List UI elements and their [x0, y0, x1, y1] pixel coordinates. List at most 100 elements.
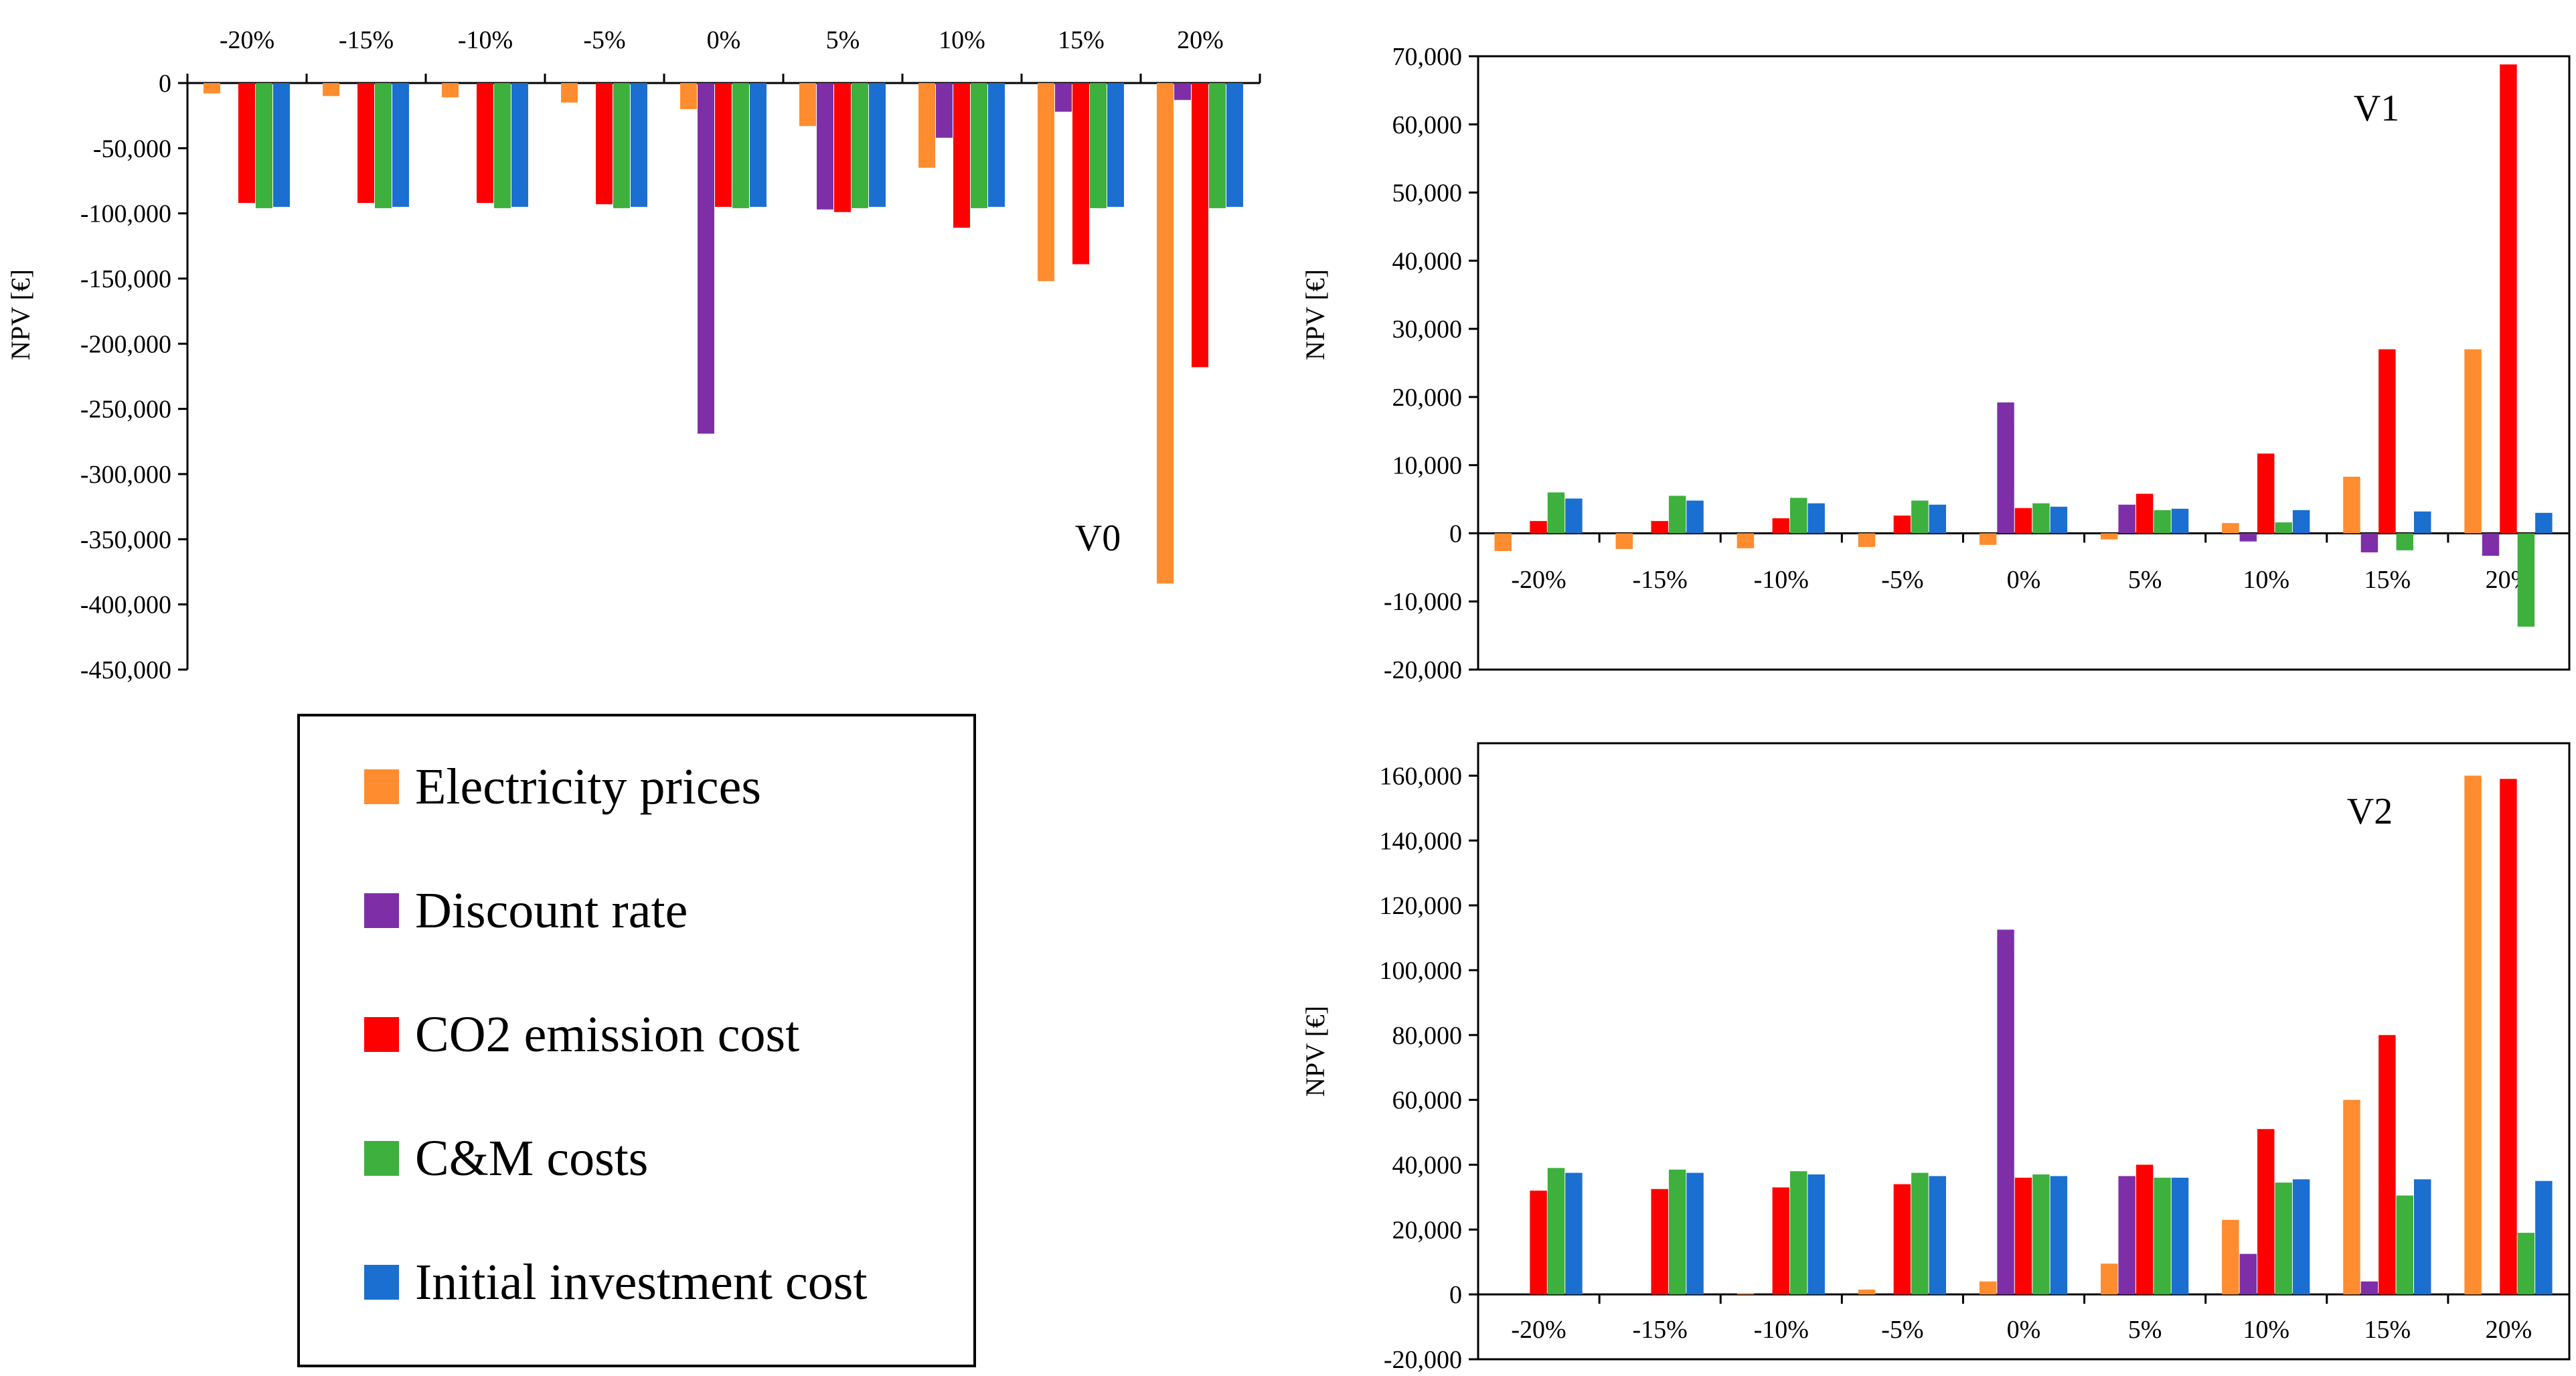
bar-co2-emission-cost-5pct: [834, 83, 851, 212]
x-tick-label: -15%: [1633, 566, 1688, 594]
y-tick-label: -50,000: [93, 135, 171, 163]
bar-c-m-costs-15pct: [2396, 1195, 2413, 1295]
bar-c-m-costs-20pct: [2517, 1233, 2535, 1295]
bar-electricity-prices-15pct: [2343, 476, 2360, 534]
bar-co2-emission-cost-minus20pct: [1530, 1191, 1547, 1295]
bar-c-m-costs-5pct: [2154, 1177, 2171, 1295]
bar-initial-investment-cost-5pct: [2171, 1177, 2189, 1295]
y-tick-label: -20,000: [1384, 656, 1462, 684]
bar-c-m-costs-20pct: [1208, 83, 1226, 208]
y-tick-label: 120,000: [1380, 892, 1463, 920]
x-tick-label: -10%: [1754, 1316, 1809, 1344]
x-tick-label: -15%: [339, 26, 394, 54]
y-axis-title: NPV [€]: [1300, 269, 1330, 360]
bar-initial-investment-cost-minus10pct: [511, 83, 528, 207]
bar-initial-investment-cost-5pct: [868, 83, 886, 207]
y-tick-label: 40,000: [1392, 247, 1463, 275]
bar-co2-emission-cost-minus15pct: [1651, 1189, 1668, 1295]
bar-electricity-prices-minus10pct: [1737, 533, 1755, 548]
bar-co2-emission-cost-10pct: [2257, 453, 2275, 534]
bar-c-m-costs-minus10pct: [1789, 1171, 1807, 1295]
bar-co2-emission-cost-10pct: [2257, 1129, 2275, 1295]
bar-electricity-prices-0pct: [1979, 1281, 1997, 1295]
bar-initial-investment-cost-0pct: [749, 83, 767, 207]
legend-label: Initial investment cost: [415, 1253, 868, 1310]
y-tick-label: -150,000: [80, 265, 171, 293]
bar-electricity-prices-0pct: [1979, 533, 1997, 545]
x-tick-label: 0%: [2007, 1316, 2041, 1344]
y-tick-label: -250,000: [80, 396, 171, 424]
x-tick-label: -15%: [1633, 1316, 1688, 1344]
bar-discount-rate-15pct: [2360, 533, 2379, 552]
bar-electricity-prices-20pct: [1157, 83, 1174, 584]
bar-electricity-prices-minus5pct: [1858, 1289, 1876, 1295]
x-tick-label: -5%: [1881, 566, 1923, 594]
legend-item: CO2 emission cost: [364, 1004, 799, 1065]
bar-discount-rate-15pct: [1055, 83, 1072, 112]
bar-co2-emission-cost-0pct: [715, 83, 732, 207]
bar-electricity-prices-minus15pct: [323, 83, 340, 96]
bar-discount-rate-5pct: [2118, 504, 2136, 534]
y-tick-label: 80,000: [1392, 1022, 1463, 1050]
y-tick-label: 60,000: [1392, 111, 1463, 139]
y-tick-label: 0: [1449, 520, 1462, 548]
x-tick-label: -20%: [220, 26, 274, 54]
bar-electricity-prices-5pct: [799, 83, 817, 127]
legend: Electricity prices Discount rate CO2 emiss…: [297, 714, 976, 1367]
x-tick-label: 0%: [707, 26, 741, 54]
bar-discount-rate-0pct: [1997, 402, 2014, 534]
bar-initial-investment-cost-10pct: [2292, 1179, 2310, 1295]
legend-label: C&M costs: [415, 1130, 649, 1187]
bar-initial-investment-cost-minus20pct: [1565, 1172, 1583, 1295]
x-tick-label: 20%: [1177, 26, 1224, 54]
x-tick-label: 15%: [2364, 1316, 2411, 1344]
y-axis-title: NPV [€]: [5, 269, 35, 360]
bar-initial-investment-cost-0pct: [2050, 506, 2068, 534]
legend-swatch: [364, 1017, 399, 1052]
y-tick-label: 20,000: [1392, 384, 1463, 412]
bar-electricity-prices-5pct: [2101, 1264, 2118, 1295]
bar-c-m-costs-minus10pct: [493, 83, 511, 208]
bar-c-m-costs-minus10pct: [1789, 498, 1807, 534]
bar-co2-emission-cost-15pct: [1072, 83, 1089, 264]
x-tick-label: -5%: [583, 26, 625, 54]
panel-label: V2: [2347, 791, 2393, 832]
bar-initial-investment-cost-minus5pct: [630, 83, 647, 207]
bar-c-m-costs-15pct: [2396, 533, 2413, 550]
bar-co2-emission-cost-20pct: [2500, 64, 2517, 534]
x-tick-label: 20%: [2486, 1316, 2532, 1344]
bar-c-m-costs-minus15pct: [1668, 495, 1686, 534]
x-tick-label: 15%: [1058, 26, 1105, 54]
legend-item: Initial investment cost: [364, 1252, 867, 1312]
bar-c-m-costs-minus20pct: [255, 83, 272, 208]
bar-initial-investment-cost-minus20pct: [272, 83, 290, 207]
bar-c-m-costs-20pct: [2517, 533, 2535, 627]
bar-co2-emission-cost-minus10pct: [477, 83, 493, 204]
panel-label: V1: [2354, 88, 2399, 129]
bar-discount-rate-10pct: [2239, 533, 2257, 542]
x-tick-label: 10%: [2243, 1316, 2289, 1344]
bar-electricity-prices-minus20pct: [204, 83, 221, 94]
bar-initial-investment-cost-minus20pct: [1565, 498, 1583, 534]
bar-initial-investment-cost-minus15pct: [1686, 1172, 1704, 1295]
legend-item: Discount rate: [364, 881, 688, 941]
y-tick-label: 0: [159, 70, 171, 98]
bar-electricity-prices-0pct: [680, 83, 698, 109]
bar-discount-rate-5pct: [2118, 1176, 2136, 1295]
bar-initial-investment-cost-20pct: [2535, 512, 2553, 534]
bar-co2-emission-cost-15pct: [2379, 349, 2396, 534]
legend-swatch: [364, 769, 399, 804]
bar-co2-emission-cost-minus5pct: [1893, 1184, 1911, 1295]
y-tick-label: 140,000: [1380, 827, 1463, 855]
bar-co2-emission-cost-minus10pct: [1772, 1187, 1789, 1295]
bar-electricity-prices-minus5pct: [1858, 533, 1876, 547]
bar-c-m-costs-minus20pct: [1547, 492, 1565, 534]
x-tick-label: -20%: [1511, 566, 1566, 594]
bar-discount-rate-10pct: [936, 83, 953, 138]
bar-initial-investment-cost-20pct: [2535, 1180, 2553, 1295]
bar-discount-rate-0pct: [698, 83, 715, 434]
x-tick-label: -5%: [1881, 1316, 1923, 1344]
x-tick-label: 5%: [826, 26, 860, 54]
bar-c-m-costs-minus15pct: [1668, 1169, 1686, 1295]
